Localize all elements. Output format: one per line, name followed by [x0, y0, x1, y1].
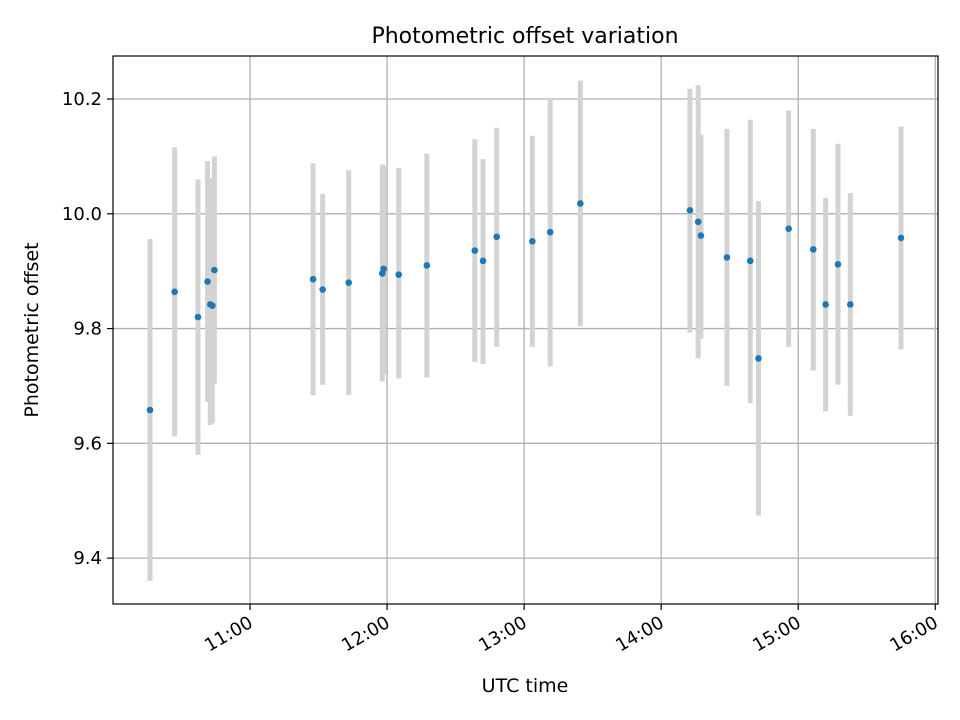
data-point — [395, 271, 403, 278]
data-point — [723, 254, 731, 261]
y-tick-label: 9.8 — [73, 319, 102, 340]
data-point — [809, 246, 817, 253]
data-point — [319, 286, 326, 293]
data-point — [471, 247, 479, 254]
x-axis-label: UTC time — [482, 675, 569, 697]
y-axis-label: Photometric offset — [21, 242, 43, 417]
y-axis-ticks: 9.4 9.6 9.8 10.0 10.2 — [62, 89, 113, 569]
data-point — [493, 233, 501, 241]
y-tick-label: 10.2 — [62, 89, 102, 110]
y-tick-label: 9.6 — [73, 433, 102, 454]
data-point — [146, 406, 154, 414]
plot-frame — [112, 55, 939, 605]
data-point — [380, 265, 387, 273]
data-point — [697, 232, 705, 239]
data-point — [694, 218, 702, 226]
data-point — [846, 301, 854, 308]
data-point — [423, 262, 431, 269]
data-point — [834, 260, 842, 268]
data-point — [194, 313, 202, 321]
data-point — [211, 266, 218, 274]
y-tick-label: 9.4 — [73, 548, 102, 569]
y-tick-label: 10.0 — [62, 204, 102, 225]
data-point — [755, 355, 762, 362]
data-point — [479, 257, 487, 265]
data-point — [686, 207, 694, 214]
grid — [113, 56, 938, 604]
data-points — [146, 200, 905, 414]
data-point — [529, 238, 536, 245]
data-point — [309, 275, 317, 283]
data-point — [822, 301, 829, 308]
data-point — [171, 288, 178, 296]
chart-title: Photometric offset variation — [371, 24, 678, 49]
data-point — [546, 228, 554, 236]
data-point — [577, 200, 584, 207]
data-point — [785, 225, 792, 233]
data-point — [897, 234, 905, 242]
data-point — [209, 302, 216, 309]
data-point — [204, 278, 211, 285]
data-point — [746, 257, 754, 265]
data-point — [345, 279, 353, 286]
